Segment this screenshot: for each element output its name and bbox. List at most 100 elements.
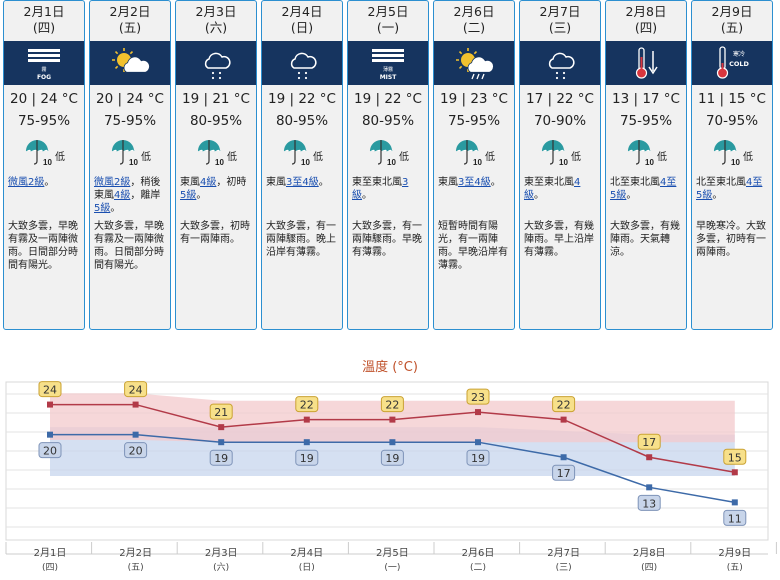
umbrella-icon: 10 [713, 140, 740, 167]
max-temp-point[interactable] [646, 454, 653, 461]
forecast-cards: 2月1日 (四) 霧 FOG 20 | 24 °C 75-95% 10 低微風2級。 大致多雲，… [3, 0, 773, 330]
min-temp-point[interactable] [560, 454, 567, 461]
wind-forecast: 微風2級。 [4, 176, 84, 216]
min-temp-label: 19 [385, 452, 399, 465]
svg-text:10: 10 [559, 158, 568, 167]
wind-text: 。 [44, 177, 55, 188]
weather-description: 大致多雲，有幾陣雨。天氣轉涼。 [610, 221, 680, 258]
data-label-box [209, 403, 233, 420]
data-label-box [380, 396, 404, 413]
forecast-card: 2月5日 (一) 薄霧 MIST 19 | 22 °C 80-95% 10 低東至東北風3級。… [347, 0, 429, 330]
card-header: 2月2日 (五) [90, 1, 170, 41]
wind-force-link[interactable]: 3至4級 [286, 177, 319, 188]
card-header: 2月3日 (六) [176, 1, 256, 41]
max-temp-point[interactable] [132, 401, 139, 408]
card-header: 2月5日 (一) [348, 1, 428, 41]
x-tick-label: 2月9日 [718, 547, 751, 559]
wind-force-link[interactable]: 5級 [94, 203, 111, 214]
wind-forecast: 東風4級，初時 5級。 [176, 176, 256, 216]
temperature-range: 20 | 24 °C [10, 91, 78, 107]
rain-probability-label: 低 [571, 151, 581, 163]
min-temp-point[interactable] [475, 439, 481, 446]
wind-text: 東風 [180, 177, 200, 188]
cooler-icon [635, 47, 658, 79]
umbrella-icon: 10 [197, 140, 224, 167]
svg-text:10: 10 [215, 158, 224, 167]
min-temp-point[interactable] [218, 439, 225, 446]
rain-icon [204, 52, 231, 80]
wind-text: 。 [626, 190, 637, 201]
data-label-box [209, 449, 233, 466]
data-label-box [723, 448, 747, 465]
wind-force-link[interactable]: 微風2級 [8, 177, 45, 188]
rain-probability-label: 低 [313, 151, 323, 163]
wind-force-link[interactable]: 4級 [200, 177, 217, 188]
max-temp-point[interactable] [218, 424, 225, 431]
svg-text:FOG: FOG [37, 74, 51, 81]
max-temp-point[interactable] [560, 416, 567, 423]
wind-force-link[interactable]: 5級 [180, 190, 197, 201]
umbrella-icon: 10 [111, 140, 138, 167]
min-temp-point[interactable] [646, 484, 653, 491]
min-temp-point[interactable] [132, 431, 139, 438]
chart-svg: 2月1日 (四) 2月2日 (五) 2月3日 (六) 2月4日 (日) 2月5日 (一) 2月6日 (… [5, 381, 777, 573]
weather-icon-band [520, 41, 600, 85]
rain-probability-label: 低 [55, 151, 65, 163]
max-temp-label: 22 [300, 399, 314, 412]
forecast-card: 2月8日 (四) 13 | 17 °C 75-95% 10 低北至東北風4至5級。 大致多雲… [605, 0, 687, 330]
card-weekday: (三) [548, 20, 572, 35]
card-date: 2月6日 [453, 4, 495, 19]
wind-forecast: 東風3至4級。 [262, 176, 342, 216]
card-weekday: (一) [376, 20, 400, 35]
wind-text: 。 [534, 190, 544, 201]
max-temp-point[interactable] [47, 401, 53, 408]
card-header: 2月6日 (二) [434, 1, 514, 41]
max-temp-label: 22 [557, 399, 571, 412]
humidity-range: 80-95% [361, 113, 415, 129]
max-temp-point[interactable] [389, 416, 396, 423]
humidity-range: 70-90% [533, 113, 587, 129]
forecast-card: 2月7日 (三) 17 | 22 °C 70-90% 10 低東至東北風4級。 大致多雲，有… [519, 0, 601, 330]
weather-icon-band [262, 41, 342, 85]
max-temp-point[interactable] [475, 409, 481, 416]
wind-forecast: 東至東北風4級。 [520, 176, 600, 216]
min-temp-point[interactable] [47, 431, 53, 438]
wind-force-link[interactable]: 微風2級 [94, 177, 131, 188]
max-temp-label: 21 [214, 406, 228, 419]
rain-probability: 10 低 [90, 138, 170, 168]
wind-force-link[interactable]: 3至4級 [458, 177, 491, 188]
forecast-card: 2月1日 (四) 霧 FOG 20 | 24 °C 75-95% 10 低微風2級。 大致多雲，… [3, 0, 85, 330]
temperature-range: 11 | 15 °C [698, 91, 766, 107]
wind-force-link[interactable]: 3級 [352, 177, 409, 201]
wind-force-link[interactable]: 4級 [524, 177, 581, 201]
x-tick-label: 2月2日 [119, 547, 152, 559]
weather-icon-band [434, 41, 514, 85]
card-weekday: (五) [118, 20, 142, 35]
min-temp-label: 19 [214, 452, 228, 465]
weather-icon-band: 霧 FOG [4, 41, 84, 85]
rain-probability: 10 低 [606, 138, 686, 168]
min-temp-point[interactable] [731, 499, 738, 506]
wind-text: 北至東北風 [610, 177, 660, 188]
wind-force-link[interactable]: 4至5級 [610, 177, 677, 201]
min-temp-label: 13 [642, 497, 656, 510]
min-temp-label: 19 [471, 452, 485, 465]
umbrella-icon: 10 [541, 140, 568, 167]
min-temp-point[interactable] [389, 439, 396, 446]
weather-description: 大致多雲，早晚有霧及一兩陣微雨。日間部分時間有陽光。 [94, 221, 164, 271]
card-date: 2月4日 [281, 4, 323, 19]
forecast-card: 2月9日 (五) 寒冷 COLD 11 | 15 °C 70-95% 10 低北至東北風4至5… [691, 0, 773, 330]
min-temp-point[interactable] [303, 439, 310, 446]
wind-force-link[interactable]: 4級 [114, 190, 131, 201]
forecast-card: 2月4日 (日) 19 | 22 °C 80-95% 10 低東風3至4級。 大致多雲，有一… [261, 0, 343, 330]
min-temp-label: 17 [557, 467, 571, 480]
wind-force-link[interactable]: 4至5級 [696, 177, 763, 201]
max-temp-point[interactable] [731, 469, 738, 476]
temperature-range: 20 | 24 °C [96, 91, 164, 107]
wind-forecast: 東至東北風3級。 [348, 176, 428, 216]
svg-text:COLD: COLD [729, 60, 749, 68]
wind-forecast: 東風3至4級。 [434, 176, 514, 216]
x-tick-sublabel: (五) [727, 563, 743, 573]
max-temp-point[interactable] [303, 416, 310, 423]
card-date: 2月9日 [711, 4, 753, 19]
